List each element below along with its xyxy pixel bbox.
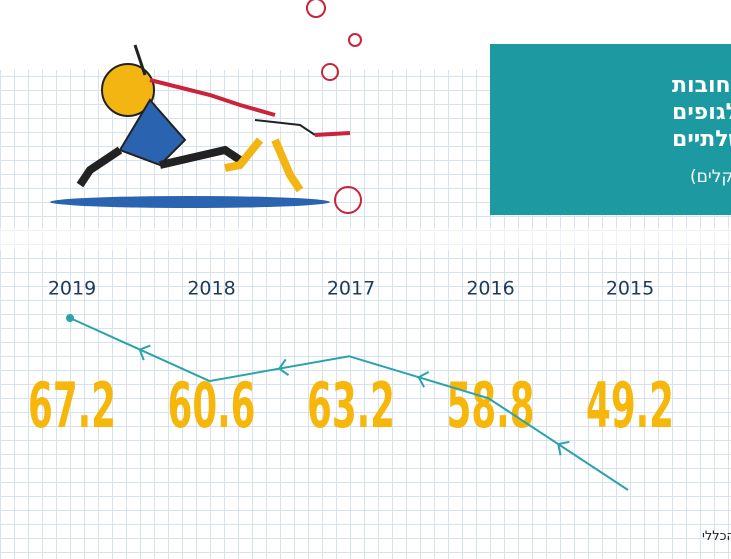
- title-line: סך החובות: [672, 73, 731, 98]
- title-line: לגופים: [672, 100, 731, 125]
- line: [69, 317, 629, 491]
- value-label: 63.2: [307, 369, 395, 442]
- x-tick-label: 2015: [606, 278, 654, 300]
- illustration: [50, 0, 362, 214]
- chart-title: סך החובותלגופיםממשלתיים: [672, 73, 731, 152]
- band: [0, 228, 731, 250]
- x-tick-label: 2019: [48, 278, 96, 300]
- arrow: [557, 440, 570, 456]
- arrow: [417, 371, 430, 388]
- x-tick-label: 2018: [187, 278, 235, 300]
- end-dot: [66, 314, 74, 322]
- value-label: 58.8: [447, 369, 535, 442]
- value-label: 49.2: [586, 369, 674, 442]
- source: מקור: דוח החשב הכללי: [702, 529, 731, 544]
- title-line: ממשלתיים: [672, 127, 731, 152]
- x-tick-label: 2016: [466, 278, 514, 300]
- title-box: [490, 44, 731, 215]
- subtitle: (במיליארדי שקלים): [690, 167, 731, 187]
- arrow: [277, 358, 290, 376]
- value-label: 67.2: [28, 369, 116, 442]
- x-tick-label: 2017: [327, 278, 375, 300]
- arrow: [138, 344, 151, 361]
